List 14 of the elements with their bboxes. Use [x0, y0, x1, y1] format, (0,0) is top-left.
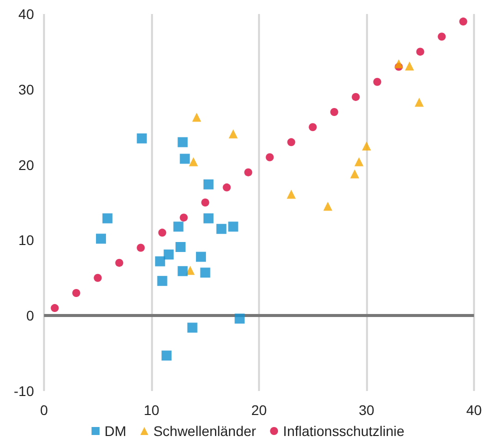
y-tick-label: 0 — [26, 308, 34, 324]
x-tick-label: 40 — [466, 402, 482, 418]
x-tick-label: 30 — [358, 402, 374, 418]
y-tick-label: 40 — [18, 6, 34, 22]
y-tick-label: 30 — [18, 81, 34, 98]
legend-label: DM — [104, 423, 126, 439]
y-tick-label: 10 — [18, 232, 34, 248]
y-tick-label: 20 — [18, 156, 34, 173]
x-tick-label: 0 — [40, 402, 48, 418]
x-tick-label: 20 — [251, 402, 267, 418]
x-tick-label: 10 — [144, 402, 160, 418]
legend-label: Schwellenländer — [153, 423, 256, 439]
legend-label: Inflationsschutzlinie — [283, 423, 405, 439]
y-tick-label: -10 — [14, 383, 34, 399]
